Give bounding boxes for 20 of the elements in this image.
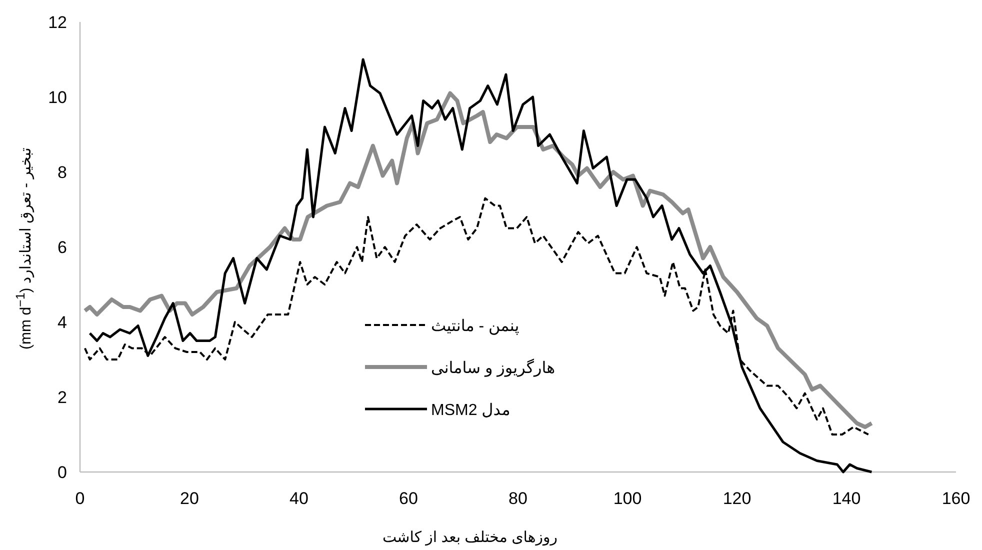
x-tick-label: 80 [508,489,528,508]
legend-label: هارگریوز و سامانی [431,358,556,377]
legend-label: پنمن - مانتیث [431,318,520,335]
y-tick-label: 8 [58,163,67,182]
x-tick-label: 60 [399,489,418,508]
x-tick-label: 40 [290,489,308,508]
x-tick-label: 20 [180,489,199,508]
x-tick-label: 160 [942,489,970,508]
y-tick-label: 0 [58,463,67,482]
y-tick-label: 10 [48,88,67,107]
x-tick-label: 0 [75,489,85,508]
y-tick-label: 4 [58,313,67,332]
legend-label: مدل MSM2 [431,402,510,419]
x-tick-label: 100 [613,489,642,508]
y-tick-label: 2 [58,388,67,407]
x-tick-label: 120 [722,489,752,508]
y-tick-label: 12 [48,13,67,32]
x-tick-label: 140 [832,489,861,508]
y-tick-label: 6 [58,238,67,257]
x-axis-title: روزهای مختلف بعد از کاشت [382,529,558,546]
